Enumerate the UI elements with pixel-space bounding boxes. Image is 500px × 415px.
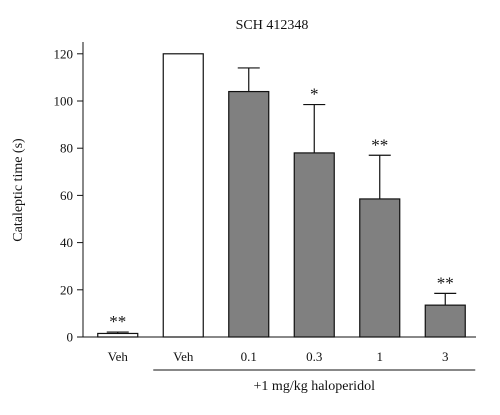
x-tick-label: 1 <box>377 349 384 364</box>
x-tick-label: Veh <box>173 349 194 364</box>
significance-marker: * <box>310 85 319 104</box>
significance-marker: ** <box>371 135 388 154</box>
y-tick-label: 60 <box>60 188 73 203</box>
x-tick-label: 3 <box>442 349 449 364</box>
bar <box>293 152 335 338</box>
bar <box>424 304 466 338</box>
y-axis-ticks: 0 20 40 60 80 100 120 <box>54 46 83 345</box>
group-label: +1 mg/kg haloperidol <box>254 379 376 394</box>
x-tick-label: 0.3 <box>306 349 322 364</box>
bar <box>97 332 139 338</box>
y-tick-label: 120 <box>54 46 74 61</box>
x-axis-tick-labels: Veh Veh 0.1 0.3 1 3 <box>108 349 449 364</box>
y-tick-label: 40 <box>60 235 73 250</box>
chart-title: SCH 412348 <box>236 18 309 33</box>
bar <box>162 53 204 338</box>
y-tick-label: 20 <box>60 282 73 297</box>
x-tick-label: Veh <box>108 349 129 364</box>
significance-marker: ** <box>109 312 126 331</box>
bars: ******* <box>97 53 466 338</box>
y-tick-label: 100 <box>54 94 74 109</box>
bar <box>359 198 401 338</box>
significance-marker: ** <box>437 273 454 292</box>
y-tick-label: 0 <box>67 330 74 345</box>
x-tick-label: 0.1 <box>241 349 257 364</box>
y-tick-label: 80 <box>60 141 73 156</box>
bar <box>228 90 270 338</box>
y-axis-label: Cataleptic time (s) <box>11 138 26 242</box>
